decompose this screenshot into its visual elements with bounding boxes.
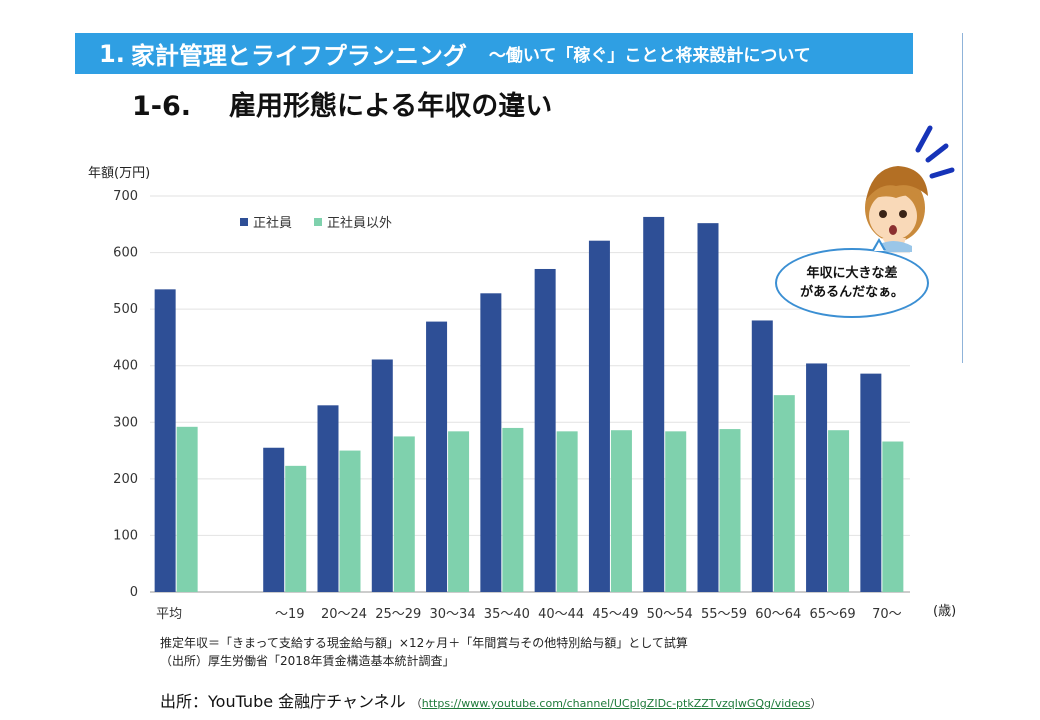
legend-label: 正社員 <box>253 215 292 231</box>
surprised-character-illustration <box>865 125 955 252</box>
x-tick-label: 25～29 <box>375 607 421 622</box>
legend-label: 正社員以外 <box>327 215 392 231</box>
x-tick-label: 40～44 <box>538 607 584 622</box>
x-tick-label: 70～ <box>872 607 902 622</box>
bar-non-regular <box>719 429 741 592</box>
bar-regular <box>860 373 882 592</box>
bar-regular <box>751 320 773 592</box>
x-tick-label: 60～64 <box>755 607 801 622</box>
section-number: 1-6. <box>132 91 192 122</box>
x-tick-label: ～19 <box>275 607 305 622</box>
y-tick-label: 200 <box>113 472 138 487</box>
header-number: 1. <box>99 39 125 68</box>
source-label: 出所：YouTube 金融庁チャンネル <box>160 692 406 711</box>
y-tick-label: 100 <box>113 528 138 543</box>
bar-regular <box>154 289 176 592</box>
bar-non-regular <box>502 427 524 592</box>
y-tick-label: 600 <box>113 246 138 261</box>
legend: 正社員 正社員以外 <box>240 215 392 231</box>
x-tick-label: 50～54 <box>647 607 693 622</box>
x-tick-label: 55～59 <box>701 607 747 622</box>
bar-regular <box>534 268 556 592</box>
bar-regular <box>263 447 285 592</box>
bar-regular <box>697 223 719 592</box>
legend-swatch <box>240 218 248 226</box>
y-tick-label: 500 <box>113 302 138 317</box>
source-link[interactable]: https://www.youtube.com/channel/UCpIgZID… <box>421 697 811 710</box>
bar-regular <box>643 216 665 592</box>
bar-non-regular <box>882 441 904 592</box>
source-paren-close: ） <box>810 697 822 710</box>
x-tick-label: 65～69 <box>810 607 856 622</box>
header-subtitle: ～働いて「稼ぐ」ことと将来設計について <box>488 46 811 66</box>
x-tick-label: 30～34 <box>430 607 476 622</box>
y-axis-label: 年額(万円) <box>88 166 151 181</box>
bar-non-regular <box>556 431 578 592</box>
y-tick-label: 300 <box>113 415 138 430</box>
bar-non-regular <box>448 431 470 592</box>
header-title: 家計管理とライフプランニング <box>130 42 467 70</box>
bars <box>154 216 904 593</box>
x-tick-label: 平均 <box>156 607 182 622</box>
footer-source: 出所：YouTube 金融庁チャンネル （https://www.youtube… <box>160 688 821 712</box>
source-paren-open: （ <box>410 697 422 710</box>
slide-border <box>962 33 963 363</box>
speech-bubble: 年収に大きな差 があるんだなぁ。 <box>775 248 929 318</box>
bar-non-regular <box>828 430 850 592</box>
x-tick-label: 45～49 <box>592 607 638 622</box>
bar-regular <box>806 363 828 592</box>
page-title: 1-6. 雇用形態による年収の違い <box>132 84 552 123</box>
bar-regular <box>480 293 502 592</box>
y-tick-label: 0 <box>130 585 138 600</box>
bar-regular <box>371 359 393 592</box>
y-tick-label: 700 <box>113 189 138 204</box>
bar-non-regular <box>610 430 632 592</box>
speech-line-2: があるんだなぁ。 <box>800 285 904 300</box>
legend-swatch <box>314 218 322 226</box>
x-tick-label: 35～40 <box>484 607 530 622</box>
x-tick-label: 20～24 <box>321 607 367 622</box>
data-source-note: （出所）厚生労働省「2018年賃金構造基本統計調査」 <box>160 654 455 668</box>
bar-non-regular <box>393 436 415 592</box>
bar-regular <box>317 405 339 592</box>
bar-non-regular <box>773 395 795 592</box>
speech-bubble-tail-inner <box>874 242 884 251</box>
bar-non-regular <box>665 431 687 592</box>
bar-non-regular <box>176 426 198 592</box>
bar-regular <box>426 321 448 592</box>
bar-non-regular <box>285 465 307 592</box>
x-axis-unit: (歳) <box>933 604 957 619</box>
speech-line-1: 年収に大きな差 <box>806 266 898 281</box>
header-bar: 1. 家計管理とライフプランニング ～働いて「稼ぐ」ことと将来設計について <box>75 33 913 74</box>
bar-regular <box>588 240 610 593</box>
calculation-note: 推定年収＝「きまって支給する現金給与額」×12ヶ月＋「年間賞与その他特別給与額」… <box>160 636 688 650</box>
tick-labels: 0 100 200 300 400 500 600 700 平均 ～19 20～24 25～29 30～… <box>113 189 901 622</box>
y-tick-label: 400 <box>113 359 138 374</box>
section-title: 雇用形態による年収の違い <box>229 91 553 122</box>
bar-non-regular <box>339 450 361 592</box>
